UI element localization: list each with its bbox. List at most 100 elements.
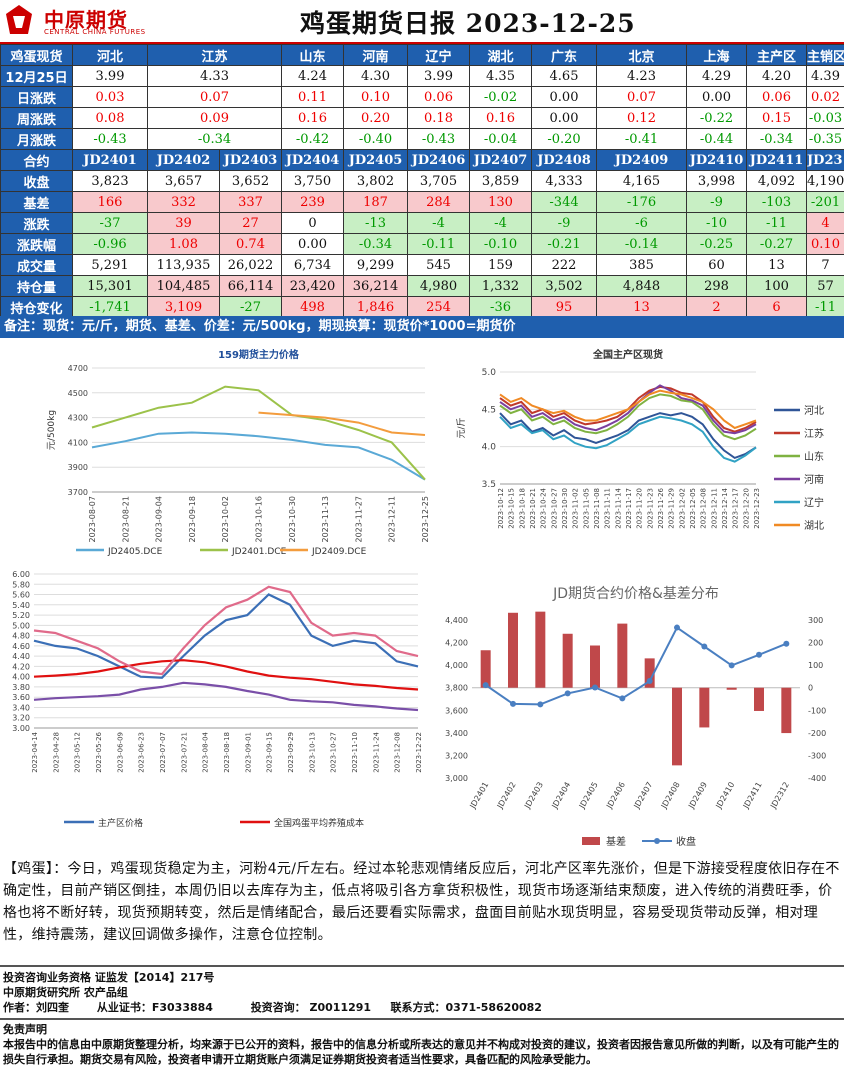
footer-license: 投资咨询业务资格 证监发【2014】217号 xyxy=(3,971,215,984)
y-tick-label: 4,400 xyxy=(445,616,468,625)
table-cell: 13 xyxy=(746,254,808,276)
table-cell: 0.16 xyxy=(469,107,533,129)
chart-svg: 6.005.80 5.605.405.205.00 4.804.604.404.20… xyxy=(12,570,423,829)
table-cell: 0.12 xyxy=(596,107,688,129)
table-cell: 545 xyxy=(407,254,471,276)
table-cell: -27 xyxy=(218,296,283,318)
column-header: JD2404 xyxy=(281,149,345,171)
table-cell: -6 xyxy=(596,212,688,234)
table-cell: -201 xyxy=(806,191,844,213)
table-cell: 0.02 xyxy=(806,86,844,108)
series-line xyxy=(499,389,757,430)
y2-tick-label: 0 xyxy=(808,684,813,693)
y-axis-label: 元/斤 xyxy=(456,417,467,438)
table-cell: 0.09 xyxy=(146,107,283,129)
bar xyxy=(590,645,600,688)
column-header: JD2401 xyxy=(72,149,148,171)
x-tick-label: 2023-04-28 xyxy=(52,732,60,773)
x-tick-label: JD2402 xyxy=(495,781,518,811)
table-cell: -0.25 xyxy=(686,233,748,255)
legend-label: 辽宁 xyxy=(804,496,824,509)
table-cell: 4,190 xyxy=(806,170,844,192)
table-cell: 0.15 xyxy=(746,107,808,129)
y-tick-label: 4100 xyxy=(68,438,88,447)
column-header: 广东 xyxy=(531,44,598,66)
table-cell: 6 xyxy=(746,296,808,318)
table-cell: 0.00 xyxy=(531,107,598,129)
series-line xyxy=(91,385,426,481)
logo-icon xyxy=(6,5,32,34)
table-cell: 222 xyxy=(531,254,598,276)
table-cell: 3,109 xyxy=(147,296,220,318)
row-label: 12月25日 xyxy=(0,65,73,87)
y-tick-label: 5.20 xyxy=(12,611,30,620)
y-tick-label: 3.60 xyxy=(12,693,30,702)
bar xyxy=(754,687,764,711)
table-cell: -0.43 xyxy=(72,128,148,150)
x-tick-label: JD2406 xyxy=(604,781,627,811)
table-cell: 3,823 xyxy=(72,170,148,192)
x-tick-label: 2023-12-05 xyxy=(689,488,697,529)
data-point xyxy=(592,684,598,691)
y2-tick-label: 300 xyxy=(808,616,823,625)
bar xyxy=(644,658,655,688)
series-line xyxy=(499,393,757,441)
table-cell: 3,705 xyxy=(407,170,471,192)
y-tick-label: 4300 xyxy=(68,414,88,423)
table-cell: 3,652 xyxy=(218,170,283,192)
y-tick-label: 3.20 xyxy=(12,714,30,723)
table-cell: 4.20 xyxy=(746,65,808,87)
column-header: JD2407 xyxy=(469,149,533,171)
logo-text-en: CENTRAL CHINA FUTURES xyxy=(44,28,146,36)
report-title: 鸡蛋期货日报 2023-12-25 xyxy=(300,9,636,38)
table-cell: 1,846 xyxy=(343,296,409,318)
table-cell: 0.11 xyxy=(281,86,345,108)
table-cell: -0.22 xyxy=(686,107,748,129)
column-header: JD2408 xyxy=(531,149,598,171)
y-tick-label: 3,200 xyxy=(445,751,468,760)
x-tick-label: 2023-11-11 xyxy=(604,488,612,529)
legend-swatch xyxy=(582,837,600,845)
table-cell: -0.11 xyxy=(407,233,471,255)
column-header: 主销区 xyxy=(806,44,844,66)
bar xyxy=(726,687,737,690)
x-tick-label: 2023-09-18 xyxy=(188,496,197,543)
table-cell: -0.21 xyxy=(531,233,598,255)
x-tick-label: 2023-12-02 xyxy=(678,488,686,529)
data-point xyxy=(674,624,680,631)
table-cell: 0.08 xyxy=(72,107,148,129)
table-cell: 4.30 xyxy=(343,65,409,87)
table-cell: 0.00 xyxy=(531,86,598,108)
series-line xyxy=(499,415,757,463)
x-tick-label: JD2401 xyxy=(468,781,491,811)
chart-title: 全国主产区现货 xyxy=(592,348,663,361)
y2-tick-label: -200 xyxy=(808,729,826,738)
table-cell: -4 xyxy=(469,212,533,234)
table-cell: 26,022 xyxy=(218,254,283,276)
x-tick-label: 2023-12-17 xyxy=(732,488,740,529)
table-cell: -10 xyxy=(686,212,748,234)
table-cell: -1,741 xyxy=(72,296,148,318)
table-cell: 2 xyxy=(686,296,748,318)
x-tick-label: 2023-09-04 xyxy=(155,496,164,543)
y-tick-label: 3,000 xyxy=(445,774,468,783)
table-cell: 4.65 xyxy=(531,65,598,87)
column-header: 江苏 xyxy=(146,44,283,66)
disclaimer: 免责声明 本报告中的信息由中原期货整理分析，均来源于已公开的资料，报告中的信息分… xyxy=(3,1022,841,1067)
table-cell: 7 xyxy=(806,254,844,276)
y-tick-label: 4.20 xyxy=(12,662,30,671)
row-label: 收盘 xyxy=(0,170,73,192)
table-cell: 239 xyxy=(281,191,345,213)
x-tick-label: 2023-07-21 xyxy=(180,732,188,773)
footer-institute: 中原期货研究所 农产品组 xyxy=(3,986,128,999)
table-cell: -0.35 xyxy=(806,128,844,150)
x-tick-label: 2023-10-24 xyxy=(540,487,548,528)
y-tick-label: 4.5 xyxy=(482,405,496,415)
table-cell: -0.10 xyxy=(469,233,533,255)
y2-tick-label: -100 xyxy=(808,706,826,715)
column-header: JD2406 xyxy=(407,149,471,171)
table-cell: 4,980 xyxy=(407,275,471,297)
main-contract-price-chart: 159期货主力价格 4700 4500 4300 4100 3900 3700 元/500kg… xyxy=(40,344,435,562)
series-line xyxy=(485,626,787,706)
futures-header-row: 合约 JD2401 JD2402 JD2403 JD2404 JD2405 JD2406 JD… xyxy=(0,149,844,171)
